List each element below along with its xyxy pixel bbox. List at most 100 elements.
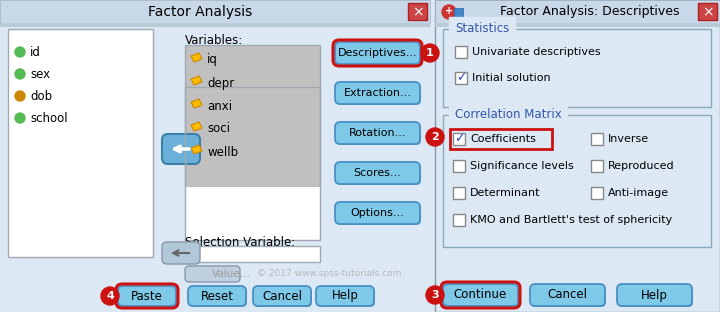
Text: wellb: wellb [207,145,238,158]
Text: Options...: Options... [351,208,405,218]
FancyBboxPatch shape [335,122,420,144]
Polygon shape [191,53,202,62]
Bar [435,0,720,23]
Circle shape [421,44,439,62]
Text: sex: sex [30,67,50,80]
Text: Significance levels: Significance levels [470,161,574,171]
Text: ×: × [412,5,424,19]
Text: +: + [445,7,453,17]
Text: depr: depr [207,76,234,90]
Bar [450,129,552,149]
Bar [454,8,463,17]
Text: iq: iq [207,53,218,66]
Text: anxi: anxi [207,100,232,113]
Bar [0,0,430,23]
Bar [435,0,720,312]
Text: Cancel: Cancel [547,289,588,301]
Polygon shape [191,122,202,131]
Text: Selection Variable:: Selection Variable: [185,236,295,248]
Circle shape [426,286,444,304]
Bar [443,115,711,247]
FancyBboxPatch shape [336,83,421,105]
Circle shape [15,69,25,79]
FancyBboxPatch shape [617,284,692,306]
FancyBboxPatch shape [189,287,247,307]
Bar [453,133,465,145]
Bar [453,214,465,226]
Text: school: school [30,111,68,124]
FancyBboxPatch shape [162,134,200,164]
Text: 3: 3 [431,290,438,300]
Bar [698,3,717,20]
FancyBboxPatch shape [118,286,176,306]
FancyBboxPatch shape [254,287,312,307]
Text: Reproduced: Reproduced [608,161,675,171]
Text: soci: soci [207,123,230,135]
Text: ✓: ✓ [456,71,467,85]
Circle shape [101,287,119,305]
Text: dob: dob [30,90,52,103]
FancyBboxPatch shape [316,286,374,306]
FancyBboxPatch shape [119,287,177,307]
Polygon shape [191,76,202,85]
Text: ✓: ✓ [454,133,464,145]
FancyBboxPatch shape [531,285,606,307]
Circle shape [442,5,456,19]
Bar [443,29,711,107]
Bar [453,187,465,199]
FancyBboxPatch shape [336,123,421,145]
Circle shape [15,47,25,57]
Circle shape [15,91,25,101]
FancyBboxPatch shape [335,202,420,224]
Text: Inverse: Inverse [608,134,649,144]
Text: Factor Analysis: Descriptives: Factor Analysis: Descriptives [500,6,680,18]
Text: Paste: Paste [131,290,163,303]
FancyBboxPatch shape [336,43,421,65]
Bar [0,23,430,27]
FancyBboxPatch shape [188,286,246,306]
Text: Variables:: Variables: [185,33,243,46]
FancyBboxPatch shape [335,162,420,184]
Text: Scores...: Scores... [354,168,402,178]
Text: Univariate descriptives: Univariate descriptives [472,47,600,57]
FancyBboxPatch shape [444,285,519,307]
Text: Extraction...: Extraction... [343,88,411,98]
FancyBboxPatch shape [335,82,420,104]
Text: Help: Help [641,289,668,301]
Text: 1: 1 [426,48,434,58]
FancyBboxPatch shape [336,163,421,185]
Text: KMO and Bartlett's test of sphericity: KMO and Bartlett's test of sphericity [470,215,672,225]
Text: Determinant: Determinant [470,188,541,198]
FancyBboxPatch shape [530,284,605,306]
Bar [435,23,720,27]
Circle shape [426,128,444,146]
Text: id: id [30,46,41,59]
Polygon shape [191,99,202,108]
FancyBboxPatch shape [443,284,518,306]
Bar [8,29,153,257]
FancyBboxPatch shape [253,286,311,306]
Bar [455,72,467,84]
Text: Correlation Matrix: Correlation Matrix [455,109,562,121]
FancyBboxPatch shape [336,203,421,225]
Circle shape [15,113,25,123]
Text: Coefficients: Coefficients [470,134,536,144]
FancyBboxPatch shape [185,266,240,282]
FancyBboxPatch shape [317,287,375,307]
FancyBboxPatch shape [335,42,420,64]
Bar [591,160,603,172]
Text: Reset: Reset [200,290,233,303]
Text: Continue: Continue [454,289,507,301]
Bar [185,45,320,187]
FancyBboxPatch shape [618,285,693,307]
Bar [185,187,320,240]
Text: Statistics: Statistics [455,22,509,36]
Polygon shape [191,145,202,154]
Text: Descriptives...: Descriptives... [338,48,418,58]
Bar [185,246,320,262]
Text: 4: 4 [106,291,114,301]
Text: ×: × [702,5,714,19]
Bar [185,87,320,240]
Text: Rotation...: Rotation... [348,128,406,138]
Bar [0,0,430,312]
